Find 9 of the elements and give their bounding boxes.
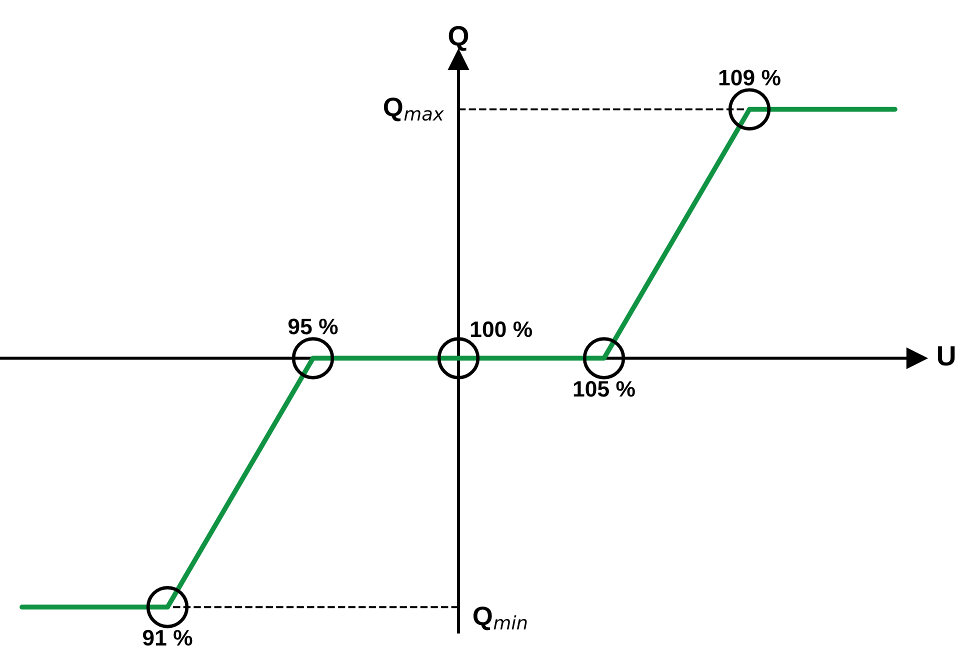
y-axis-title: Q [448,26,468,51]
annotation: 95 % [288,318,338,334]
annotation: 105 % [574,381,635,397]
ref-line-label: Q$_{max}$ [384,98,444,122]
ref-line-label: Q$_{min}$ [473,606,527,630]
annotation: 91 % [142,630,192,646]
x-axis-title: U [938,346,955,366]
annotation: 100 % [471,321,532,338]
annotation: 109 % [719,70,780,86]
